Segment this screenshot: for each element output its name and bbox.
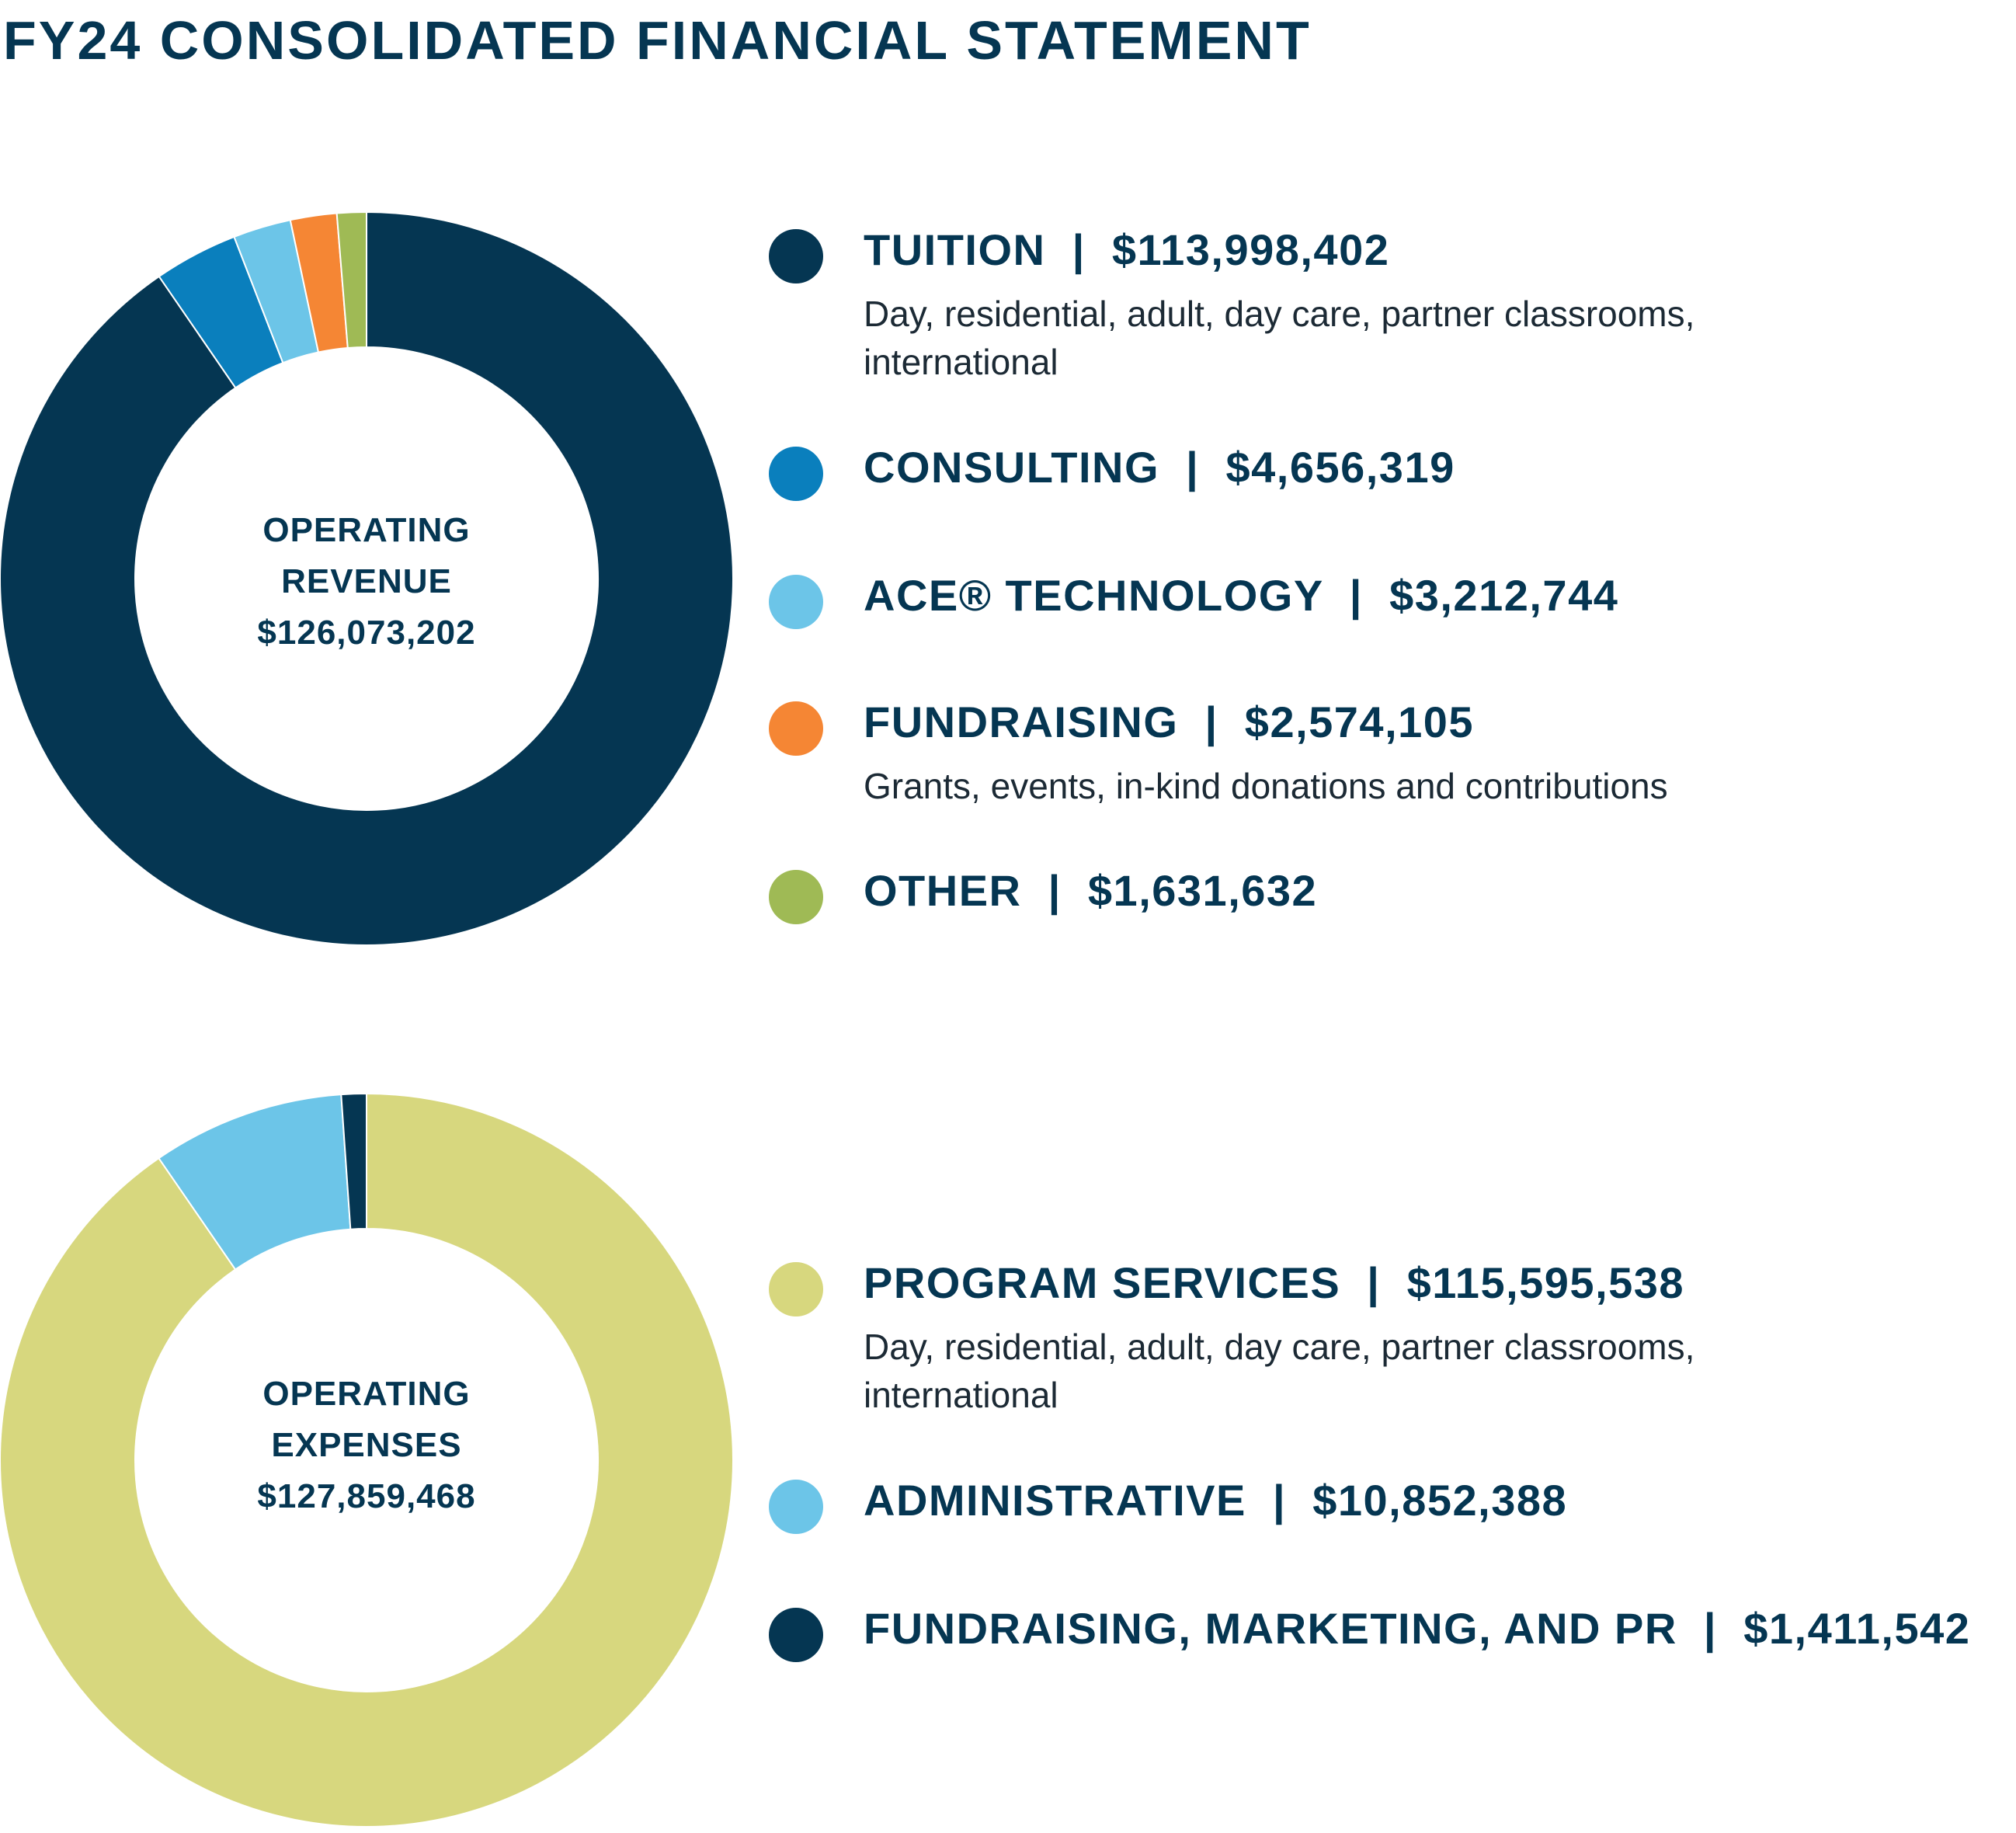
legend-category: FUNDRAISING (864, 697, 1179, 746)
expenses-center-label: OPERATING EXPENSES $127,859,468 (149, 1369, 584, 1522)
legend-separator: | (1340, 1258, 1407, 1307)
legend-swatch (769, 870, 823, 924)
center-label-line: OPERATING (262, 511, 471, 549)
center-label-line: OPERATING (262, 1375, 471, 1413)
legend-separator: | (1045, 225, 1112, 274)
expenses-donut-chart (0, 1092, 734, 1828)
legend-category: OTHER (864, 866, 1022, 915)
legend-category: ACE® TECHNOLOGY (864, 571, 1323, 620)
legend-value: $3,212,744 (1389, 571, 1619, 620)
legend-label: FUNDRAISING | $2,574,105 (864, 697, 1474, 747)
legend-swatch (769, 447, 823, 501)
legend-swatch (769, 701, 823, 756)
legend-label: ACE® TECHNOLOGY | $3,212,744 (864, 570, 1618, 621)
legend-category: ADMINISTRATIVE (864, 1476, 1246, 1525)
legend-separator: | (1021, 866, 1088, 915)
center-label-line: REVENUE (281, 562, 452, 600)
legend-description: Grants, events, in-kind donations and co… (864, 766, 1668, 806)
legend-label: PROGRAM SERVICES | $115,595,538 (864, 1257, 1684, 1308)
donut-slice-tuition (0, 210, 734, 946)
center-label-total: $126,073,202 (257, 614, 476, 652)
legend-label: TUITION | $113,998,402 (864, 224, 1389, 275)
legend-label: ADMINISTRATIVE | $10,852,388 (864, 1475, 1567, 1525)
legend-value: $2,574,105 (1244, 697, 1475, 746)
legend-category: PROGRAM SERVICES (864, 1258, 1341, 1307)
legend-category: FUNDRAISING, MARKETING, AND PR (864, 1604, 1677, 1653)
legend-category: TUITION (864, 225, 1046, 274)
legend-label: OTHER | $1,631,632 (864, 865, 1317, 916)
legend-category: CONSULTING (864, 443, 1160, 492)
legend-swatch (769, 1608, 823, 1662)
revenue-center-label: OPERATING REVENUE $126,073,202 (149, 505, 584, 659)
legend-value: $10,852,388 (1312, 1476, 1568, 1525)
legend-swatch (769, 1262, 823, 1316)
legend-swatch (769, 229, 823, 283)
legend-label: FUNDRAISING, MARKETING, AND PR | $1,411,… (864, 1603, 1970, 1654)
legend-label: CONSULTING | $4,656,319 (864, 442, 1455, 492)
donut-slice-fundraising-marketing-pr (340, 1092, 367, 1230)
legend-swatch (769, 1480, 823, 1534)
legend-swatch (769, 575, 823, 629)
legend-separator: | (1159, 443, 1226, 492)
page-title: FY24 CONSOLIDATED FINANCIAL STATEMENT (3, 10, 1312, 71)
legend-value: $113,998,402 (1111, 225, 1390, 274)
legend-value: $4,656,319 (1225, 443, 1455, 492)
donut-slice-program-services (0, 1092, 734, 1828)
center-label-line: EXPENSES (271, 1426, 462, 1464)
legend-separator: | (1178, 697, 1245, 746)
center-label-total: $127,859,468 (257, 1477, 476, 1515)
legend-description: Day, residential, adult, day care, partn… (864, 1327, 1695, 1415)
legend-separator: | (1323, 571, 1390, 620)
legend-value: $1,411,542 (1743, 1604, 1971, 1653)
legend-value: $1,631,632 (1087, 866, 1318, 915)
legend-value: $115,595,538 (1406, 1258, 1685, 1307)
legend-separator: | (1677, 1604, 1744, 1653)
legend-description: Day, residential, adult, day care, partn… (864, 294, 1695, 382)
legend-separator: | (1246, 1476, 1313, 1525)
revenue-donut-chart (0, 210, 734, 946)
donut-slice-other (335, 210, 367, 350)
